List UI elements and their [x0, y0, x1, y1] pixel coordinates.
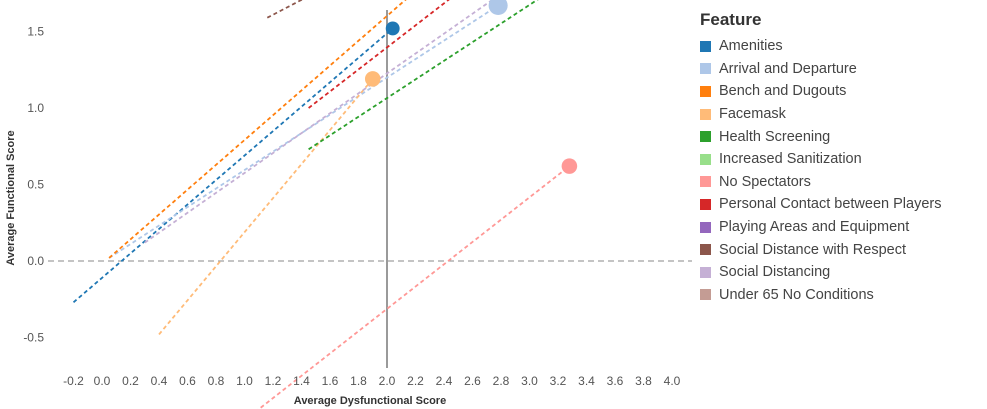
legend-item: Arrival and Departure: [700, 58, 985, 81]
x-tick-label: 2.4: [436, 374, 453, 388]
data-point: [561, 158, 578, 174]
legend-item: Playing Areas and Equipment: [700, 216, 985, 239]
y-tick-label: 0.0: [27, 254, 44, 268]
legend-item: Bench and Dugouts: [700, 80, 985, 103]
data-points: [364, 0, 578, 174]
legend-label: Playing Areas and Equipment: [719, 219, 910, 236]
reference-lines: [48, 10, 692, 368]
legend-swatch: [700, 289, 711, 301]
x-tick-label: 2.0: [379, 374, 396, 388]
trend-line: [257, 165, 570, 409]
legend-swatch: [700, 85, 711, 97]
legend-label: Increased Sanitization: [719, 151, 862, 168]
legend-item: Facemask: [700, 103, 985, 126]
legend-item: Increased Sanitization: [700, 148, 985, 171]
legend-swatch: [700, 153, 711, 165]
x-tick-label: 1.2: [265, 374, 282, 388]
trend-line: [72, 27, 394, 303]
data-point: [488, 0, 508, 16]
x-tick-label: 3.4: [578, 374, 595, 388]
x-tick-label: 3.2: [550, 374, 567, 388]
trend-lines: [72, 0, 570, 409]
legend-swatch: [700, 40, 711, 52]
y-tick-label: 0.5: [27, 178, 44, 192]
trend-line: [108, 4, 499, 259]
legend-label: Bench and Dugouts: [719, 83, 847, 100]
x-tick-label: 2.2: [407, 374, 424, 388]
x-tick-label: 3.0: [521, 374, 538, 388]
x-tick-label: 1.4: [293, 374, 310, 388]
x-tick-label: 0.2: [122, 374, 139, 388]
legend-swatch: [700, 244, 711, 256]
trend-line: [158, 78, 374, 336]
legend: Feature Amenities Arrival and Departure Be…: [700, 10, 985, 306]
x-tick-label: 0.8: [208, 374, 225, 388]
y-tick-label: 1.0: [27, 101, 44, 115]
legend-item: Social Distance with Respect: [700, 238, 985, 261]
legend-swatch: [700, 221, 711, 233]
legend-items: Amenities Arrival and Departure Bench and …: [700, 35, 985, 306]
legend-item: No Spectators: [700, 171, 985, 194]
y-tick-label: -1.0: [23, 407, 44, 409]
legend-label: Facemask: [719, 106, 786, 123]
legend-item: Personal Contact between Players: [700, 193, 985, 216]
x-axis-ticks: -0.2 0.0 0.2 0.4 0.6 0.8 1.0 1.2 1.4 1.6 1.8 2.0 2.2…: [63, 374, 681, 388]
legend-label: Amenities: [719, 38, 783, 55]
data-point: [364, 71, 381, 87]
legend-swatch: [700, 198, 711, 210]
x-tick-label: 4.0: [664, 374, 681, 388]
legend-label: No Spectators: [719, 173, 811, 190]
x-tick-label: 3.6: [607, 374, 624, 388]
scatter-chart: -0.2 0.0 0.2 0.4 0.6 0.8 1.0 1.2 1.4 1.6 1.8 2.0 2.2…: [5, 0, 692, 409]
legend-swatch: [700, 131, 711, 143]
legend-swatch: [700, 108, 711, 120]
legend-label: Personal Contact between Players: [719, 196, 942, 213]
x-tick-label: -0.2: [63, 374, 84, 388]
legend-label: Social Distancing: [719, 264, 831, 281]
x-tick-label: 1.0: [236, 374, 253, 388]
data-point: [385, 21, 400, 36]
legend-label: Arrival and Departure: [719, 60, 857, 77]
x-tick-label: 1.6: [322, 374, 339, 388]
legend-item: Social Distancing: [700, 261, 985, 284]
legend-title: Feature: [700, 10, 762, 29]
x-tick-label: 1.8: [350, 374, 367, 388]
legend-item: Under 65 No Conditions: [700, 284, 985, 307]
x-axis-title: Average Dysfunctional Score: [294, 395, 446, 407]
y-axis-title: Average Functional Score: [5, 130, 17, 265]
x-tick-label: 0.4: [151, 374, 168, 388]
x-tick-label: 2.6: [464, 374, 481, 388]
legend-label: Health Screening: [719, 128, 831, 145]
trend-line: [108, 0, 407, 259]
y-tick-label: 1.5: [27, 25, 44, 39]
legend-label: Social Distance with Respect: [719, 241, 906, 258]
trend-line: [308, 0, 450, 109]
x-tick-label: 3.8: [635, 374, 652, 388]
legend-item: Amenities: [700, 35, 985, 58]
x-tick-label: 0.0: [94, 374, 111, 388]
x-tick-label: 2.8: [493, 374, 510, 388]
legend-swatch: [700, 266, 711, 278]
legend-swatch: [700, 176, 711, 188]
trend-line: [144, 0, 494, 244]
legend-label: Under 65 No Conditions: [719, 286, 874, 303]
y-tick-label: -0.5: [23, 331, 44, 345]
x-tick-label: 0.6: [179, 374, 196, 388]
trend-line: [308, 0, 539, 151]
y-axis-ticks: -1.0-0.50.00.51.01.52.02.53.0: [23, 25, 44, 409]
legend-swatch: [700, 63, 711, 75]
legend-item: Health Screening: [700, 125, 985, 148]
